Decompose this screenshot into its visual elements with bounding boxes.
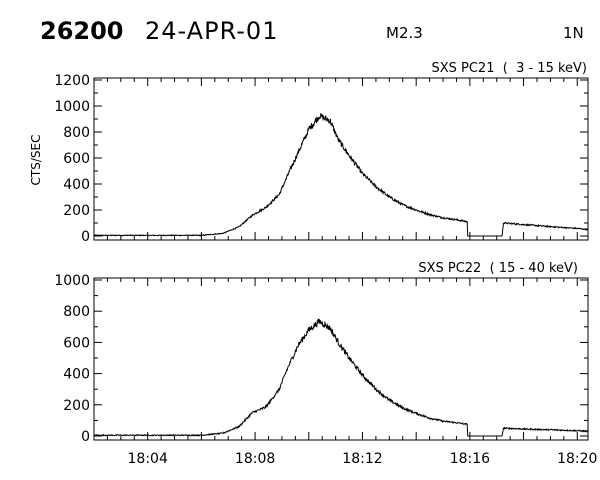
y-tick-label: 200: [63, 398, 90, 414]
x-tick-label: 18:16: [450, 451, 490, 467]
panel-title-pc21: SXS PC21 ( 3 - 15 keV): [431, 61, 587, 76]
y-tick-label: 400: [63, 367, 90, 383]
y-tick-label: 0: [81, 429, 90, 445]
event-date: 24-APR-01: [145, 17, 278, 45]
goes-class: M2.3: [386, 24, 423, 42]
flare-location: 1N: [563, 24, 584, 42]
series-line-1: [93, 113, 503, 237]
y-tick-label: 1200: [54, 73, 90, 89]
y-tick-label: 600: [63, 151, 90, 167]
y-tick-label: 800: [63, 304, 90, 320]
y-tick-label: 0: [81, 229, 90, 245]
panel-title-pc22: SXS PC22 ( 15 - 40 keV): [418, 261, 578, 276]
y-axis-label: CTS/SEC: [29, 135, 43, 186]
event-id: 26200: [40, 17, 124, 45]
series-line-2: [501, 426, 589, 437]
plot-frame-pc22: [93, 277, 589, 441]
x-tick-label: 18:04: [128, 451, 168, 467]
y-tick-label: 1000: [54, 273, 90, 289]
series-line-1: [93, 318, 503, 437]
panel-pc22: SXS PC22 ( 15 - 40 keV) 0 200 400 600 800 100…: [54, 261, 597, 467]
y-tick-label: 800: [63, 125, 90, 141]
x-tick-label: 18:12: [342, 451, 382, 467]
y-tick-label: 1000: [54, 99, 90, 115]
series-line-2: [501, 221, 589, 237]
y-tick-label: 400: [63, 177, 90, 193]
y-tick-label: 600: [63, 335, 90, 351]
plot-frame-pc21: [93, 77, 589, 241]
y-tick-label: 200: [63, 203, 90, 219]
panel-pc21: SXS PC21 ( 3 - 15 keV) CTS/SEC 0 200 400 60…: [29, 61, 589, 245]
x-tick-label: 18:08: [235, 451, 275, 467]
x-tick-label: 18:20: [557, 451, 597, 467]
